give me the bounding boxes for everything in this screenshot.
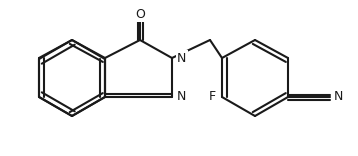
Text: N: N (333, 90, 343, 103)
Text: N: N (177, 90, 187, 103)
Text: F: F (208, 90, 216, 103)
Text: O: O (135, 7, 145, 20)
Text: N: N (177, 51, 187, 64)
